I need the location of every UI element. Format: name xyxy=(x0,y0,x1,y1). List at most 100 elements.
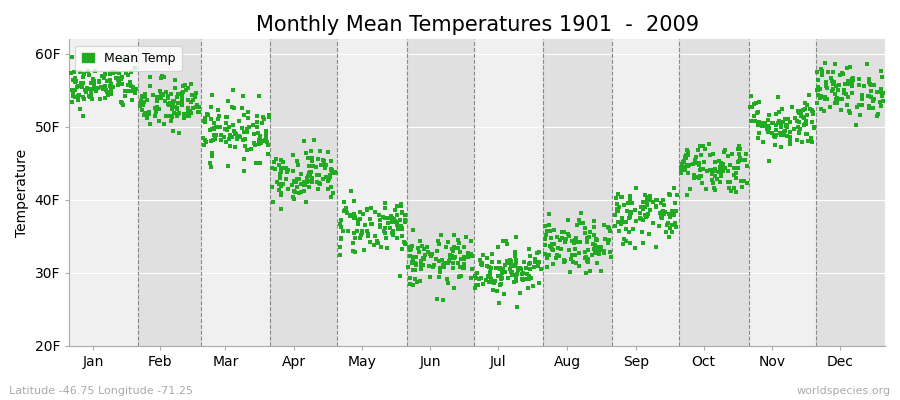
Point xyxy=(504,272,518,278)
Point xyxy=(287,188,302,194)
Point xyxy=(314,162,328,168)
Point xyxy=(738,151,752,158)
Point xyxy=(771,109,786,115)
Point xyxy=(391,226,405,232)
Point xyxy=(324,183,338,190)
Point xyxy=(181,109,195,116)
Point xyxy=(624,208,638,215)
Point xyxy=(203,160,218,166)
Point xyxy=(87,78,102,84)
Point xyxy=(237,168,251,174)
Point xyxy=(601,224,616,230)
Point xyxy=(230,136,244,142)
Point xyxy=(807,124,822,131)
Point xyxy=(841,81,855,88)
Bar xyxy=(201,39,270,346)
Point xyxy=(305,178,320,185)
Point xyxy=(581,246,596,253)
Point xyxy=(646,199,661,206)
Point xyxy=(554,246,569,252)
Point xyxy=(861,79,876,86)
Text: Latitude -46.75 Longitude -71.25: Latitude -46.75 Longitude -71.25 xyxy=(9,386,193,396)
Point xyxy=(203,138,218,144)
Point xyxy=(756,120,770,126)
Point xyxy=(543,243,557,250)
Point xyxy=(499,238,513,245)
Point xyxy=(432,258,446,264)
Point xyxy=(274,190,289,196)
Point xyxy=(542,252,556,258)
Point xyxy=(289,179,303,185)
Point xyxy=(166,98,181,104)
Point xyxy=(658,208,672,215)
Point xyxy=(68,87,83,94)
Point xyxy=(351,217,365,224)
Point xyxy=(403,252,418,259)
Point xyxy=(788,115,802,121)
Point xyxy=(610,208,625,214)
Point xyxy=(265,165,279,171)
Point xyxy=(394,246,409,253)
Point xyxy=(453,249,467,256)
Point xyxy=(68,78,82,85)
Point xyxy=(76,95,91,102)
Point xyxy=(706,184,721,191)
Point xyxy=(578,255,592,262)
Point xyxy=(67,88,81,95)
Point xyxy=(297,188,311,194)
Point xyxy=(422,274,436,280)
Point xyxy=(406,227,420,234)
Point xyxy=(442,258,456,264)
Point xyxy=(105,69,120,76)
Point xyxy=(80,85,94,92)
Point xyxy=(510,267,525,273)
Point xyxy=(240,126,255,132)
Point xyxy=(743,104,758,110)
Point xyxy=(452,240,466,246)
Point xyxy=(780,133,795,140)
Point xyxy=(356,229,370,236)
Point xyxy=(384,215,399,222)
Point xyxy=(472,257,487,263)
Point xyxy=(156,92,170,98)
Point xyxy=(821,68,835,75)
Point xyxy=(409,254,423,260)
Point xyxy=(875,93,889,100)
Point xyxy=(778,122,793,129)
Point xyxy=(622,228,636,235)
Point xyxy=(84,80,98,86)
Point xyxy=(489,278,503,284)
Bar xyxy=(338,39,407,346)
Point xyxy=(293,181,308,187)
Point xyxy=(87,82,102,88)
Point xyxy=(830,95,844,102)
Point xyxy=(842,64,857,70)
Point xyxy=(500,260,515,266)
Point xyxy=(274,192,289,198)
Point xyxy=(852,82,867,88)
Point xyxy=(628,207,643,213)
Point xyxy=(333,221,347,227)
Point xyxy=(324,166,338,172)
Point xyxy=(619,208,634,214)
Point xyxy=(638,214,652,220)
Point xyxy=(542,210,556,217)
Point xyxy=(288,189,302,195)
Point xyxy=(401,264,416,270)
Point xyxy=(589,236,603,242)
Point xyxy=(601,240,616,246)
Point xyxy=(302,154,316,161)
Point xyxy=(197,117,211,124)
Point xyxy=(161,100,176,107)
Point xyxy=(562,247,577,253)
Point xyxy=(67,77,81,83)
Point xyxy=(177,111,192,117)
Point xyxy=(783,119,797,126)
Point xyxy=(134,99,148,105)
Point xyxy=(562,269,577,275)
Point xyxy=(140,115,155,122)
Point xyxy=(167,110,182,116)
Point xyxy=(748,100,762,106)
Point xyxy=(128,65,142,71)
Point xyxy=(160,93,175,99)
